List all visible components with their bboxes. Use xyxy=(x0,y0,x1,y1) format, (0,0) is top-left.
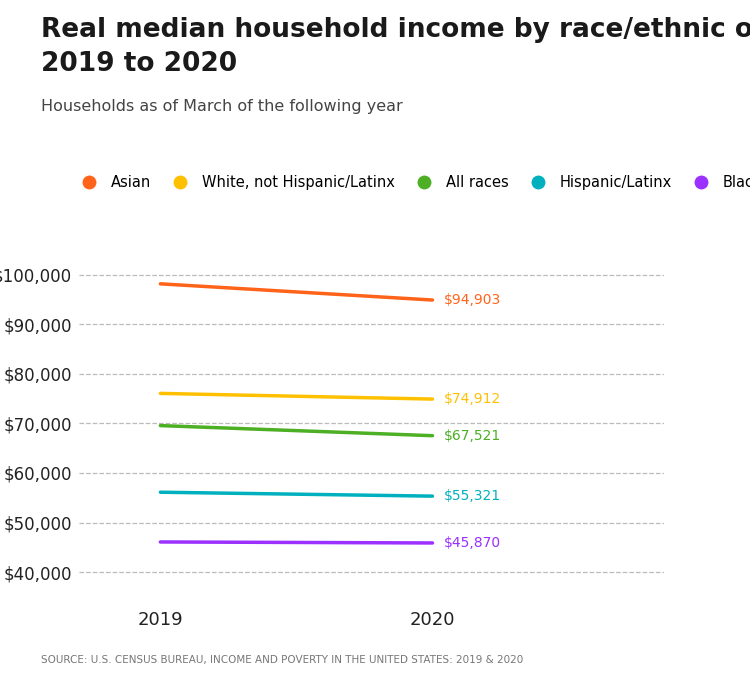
Text: Real median household income by race/ethnic origin:: Real median household income by race/eth… xyxy=(41,17,750,43)
Legend: Asian, White, not Hispanic/Latinx, All races, Hispanic/Latinx, Black: Asian, White, not Hispanic/Latinx, All r… xyxy=(74,175,750,190)
Text: $55,321: $55,321 xyxy=(443,489,501,503)
Text: SOURCE: U.S. CENSUS BUREAU, INCOME AND POVERTY IN THE UNITED STATES: 2019 & 2020: SOURCE: U.S. CENSUS BUREAU, INCOME AND P… xyxy=(41,655,524,665)
Text: $74,912: $74,912 xyxy=(443,392,501,406)
Text: $45,870: $45,870 xyxy=(443,536,501,550)
Text: $94,903: $94,903 xyxy=(443,293,501,307)
Text: Households as of March of the following year: Households as of March of the following … xyxy=(41,99,403,115)
Text: 2019 to 2020: 2019 to 2020 xyxy=(41,51,237,78)
Text: $67,521: $67,521 xyxy=(443,429,501,442)
